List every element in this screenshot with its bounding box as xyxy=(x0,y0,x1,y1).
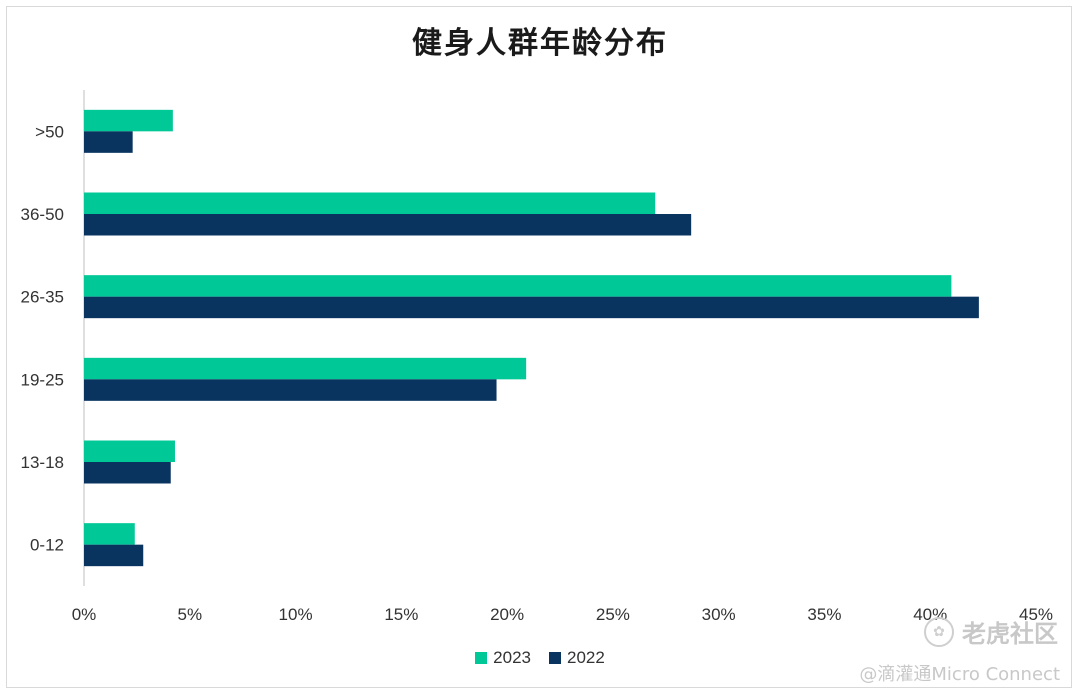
tiger-logo-icon: ✿ xyxy=(924,616,954,647)
bar-2022->50 xyxy=(84,131,133,153)
x-tick-label: 15% xyxy=(384,605,418,624)
bar-2022-13-18 xyxy=(84,462,171,484)
y-tick-label: 36-50 xyxy=(21,205,64,224)
bar-2022-36-50 xyxy=(84,214,692,236)
y-tick-label: 0-12 xyxy=(30,536,64,555)
legend-label-2022: 2022 xyxy=(567,648,605,667)
x-tick-label: 5% xyxy=(177,605,202,624)
watermark-logo: ✿ 老虎社区 xyxy=(924,614,1058,649)
bar-2023->50 xyxy=(84,109,173,132)
bar-2022-19-25 xyxy=(84,379,497,401)
bar-2022-0-12 xyxy=(84,544,144,567)
x-tick-label: 45% xyxy=(1019,605,1053,624)
legend: 2023 2022 xyxy=(0,648,1080,668)
legend-swatch-2023 xyxy=(475,652,488,664)
y-tick-label: >50 xyxy=(35,122,64,141)
x-tick-label: 30% xyxy=(702,605,736,624)
bar-2023-36-50 xyxy=(84,192,656,214)
legend-item-2023: 2023 xyxy=(475,648,531,668)
y-tick-label: 26-35 xyxy=(21,288,64,307)
legend-label-2023: 2023 xyxy=(493,648,531,667)
watermark-logo-text: 老虎社区 xyxy=(962,620,1058,648)
y-tick-label: 13-18 xyxy=(21,453,64,472)
x-tick-label: 0% xyxy=(72,605,97,624)
x-tick-label: 20% xyxy=(490,605,524,624)
chart-frame xyxy=(6,6,1072,688)
legend-swatch-2022 xyxy=(549,652,561,664)
watermark-handle: @滴灌通Micro Connect xyxy=(859,664,1060,685)
x-tick-label: 10% xyxy=(279,605,313,624)
bar-2023-13-18 xyxy=(84,440,175,462)
y-tick-label: 19-25 xyxy=(21,370,64,389)
bar-2022-26-35 xyxy=(84,296,979,319)
bar-2023-26-35 xyxy=(84,275,952,297)
bar-2023-0-12 xyxy=(84,523,135,545)
bar-2023-19-25 xyxy=(84,357,527,380)
legend-item-2022: 2022 xyxy=(549,648,605,668)
x-tick-label: 35% xyxy=(807,605,841,624)
x-tick-label: 25% xyxy=(596,605,630,624)
chart-title: 健身人群年龄分布 xyxy=(412,26,668,61)
